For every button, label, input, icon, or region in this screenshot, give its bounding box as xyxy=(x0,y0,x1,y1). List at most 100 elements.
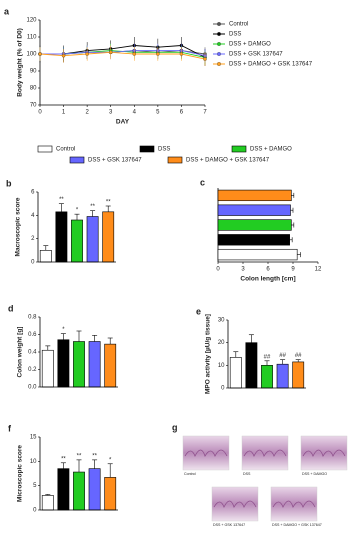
y-tick-label: 10 xyxy=(218,363,225,369)
y-axis-label: Microscopic score xyxy=(17,445,24,502)
tissue-fold xyxy=(302,449,346,457)
y-tick-label: 90 xyxy=(30,69,37,75)
significance-label: ## xyxy=(295,353,302,359)
tissue-fold xyxy=(213,500,257,508)
panel-label: b xyxy=(6,178,12,188)
x-tick-label: 12 xyxy=(315,267,322,273)
y-tick-label: 0.8 xyxy=(28,315,37,321)
bar xyxy=(57,339,70,388)
data-point xyxy=(132,52,137,56)
panel-label: g xyxy=(172,422,178,432)
bar xyxy=(217,204,291,216)
bar xyxy=(276,363,289,389)
bar xyxy=(88,468,101,511)
y-tick-label: 6 xyxy=(31,190,35,196)
y-tick-label: 0 xyxy=(31,260,35,266)
y-tick-label: 0.2 xyxy=(28,367,37,373)
image-caption: DSS + DAMGO + GSK 137647 xyxy=(272,523,322,527)
y-tick-label: 4 xyxy=(31,213,35,219)
bar xyxy=(245,342,258,389)
bar xyxy=(73,471,85,511)
y-axis-label: Macroscopic score xyxy=(15,197,22,256)
legend-marker xyxy=(217,22,221,26)
bar xyxy=(104,477,117,511)
histology-image xyxy=(241,435,289,471)
y-tick-label: 0.6 xyxy=(28,332,37,338)
image-caption: DSS xyxy=(243,472,251,476)
bar xyxy=(57,468,70,511)
x-tick-label: 7 xyxy=(203,110,207,116)
bar xyxy=(73,341,85,388)
legend-swatch xyxy=(231,145,247,153)
y-tick-label: 120 xyxy=(26,18,37,24)
x-tick-label: 6 xyxy=(266,267,270,273)
x-tick-label: 3 xyxy=(241,267,245,273)
significance-label: ** xyxy=(92,453,97,459)
x-tick-label: 2 xyxy=(85,110,89,116)
image-caption: Control xyxy=(184,472,196,476)
panel-label: a xyxy=(4,6,10,16)
panel-label: e xyxy=(196,306,201,316)
y-tick-label: 80 xyxy=(30,86,37,92)
series-line xyxy=(40,50,206,57)
significance-label: ** xyxy=(61,456,66,462)
bar xyxy=(217,219,292,231)
data-point xyxy=(38,52,42,56)
image-caption: DSS + DAMGO xyxy=(302,472,327,476)
data-point xyxy=(156,52,160,56)
histology-image xyxy=(300,435,348,471)
legend-label: DSS + DAMGO xyxy=(229,42,271,48)
legend-label: Control xyxy=(56,147,75,153)
y-tick-label: 100 xyxy=(26,52,37,58)
image-caption: DSS + GSK 137647 xyxy=(213,523,245,527)
bar xyxy=(41,495,54,511)
x-axis-label: Colon length [cm] xyxy=(240,276,295,283)
x-tick-label: 4 xyxy=(133,110,137,116)
data-point xyxy=(85,52,89,56)
series-line xyxy=(39,51,206,60)
legend-marker xyxy=(217,62,221,66)
bar xyxy=(104,343,117,388)
bar xyxy=(229,357,242,389)
panel-label: f xyxy=(8,423,12,433)
y-tick-label: 5 xyxy=(33,483,37,489)
y-tick-label: 70 xyxy=(30,103,37,109)
significance-label: ## xyxy=(279,353,286,359)
significance-label: ** xyxy=(59,197,64,203)
significance-label: ** xyxy=(90,204,95,210)
histology-image xyxy=(211,486,259,522)
x-axis-label: DAY xyxy=(116,119,130,126)
bar xyxy=(41,349,54,388)
y-tick-label: 0 xyxy=(33,508,37,514)
histology-image xyxy=(270,486,318,522)
bar xyxy=(71,219,83,263)
significance-label: ** xyxy=(106,200,111,206)
x-tick-label: 0 xyxy=(38,110,42,116)
x-tick-label: 0 xyxy=(216,267,220,273)
x-tick-label: 6 xyxy=(180,110,184,116)
bar xyxy=(86,216,99,263)
legend-marker xyxy=(217,52,221,56)
x-tick-label: 3 xyxy=(109,110,113,116)
significance-label: * xyxy=(62,327,65,333)
legend-swatch xyxy=(139,145,155,153)
panel-label: c xyxy=(200,177,205,187)
legend-swatch xyxy=(167,156,183,164)
y-tick-label: 20 xyxy=(218,340,225,346)
bar xyxy=(102,211,115,263)
significance-label: ** xyxy=(77,453,82,459)
legend-label: Control xyxy=(229,22,248,28)
bar xyxy=(39,250,52,263)
legend-label: DSS + GSK 137647 xyxy=(88,158,142,164)
legend-label: DSS + DAMGO xyxy=(250,147,292,153)
y-tick-label: 0.0 xyxy=(28,385,37,391)
data-point xyxy=(203,57,207,61)
legend-swatch xyxy=(37,145,53,153)
y-tick-label: 15 xyxy=(30,435,37,441)
legend-label: DSS + GSK 137647 xyxy=(229,52,283,58)
tissue-fold xyxy=(272,500,316,508)
y-tick-label: 30 xyxy=(218,318,225,324)
bar xyxy=(55,211,68,263)
bar xyxy=(217,248,298,261)
